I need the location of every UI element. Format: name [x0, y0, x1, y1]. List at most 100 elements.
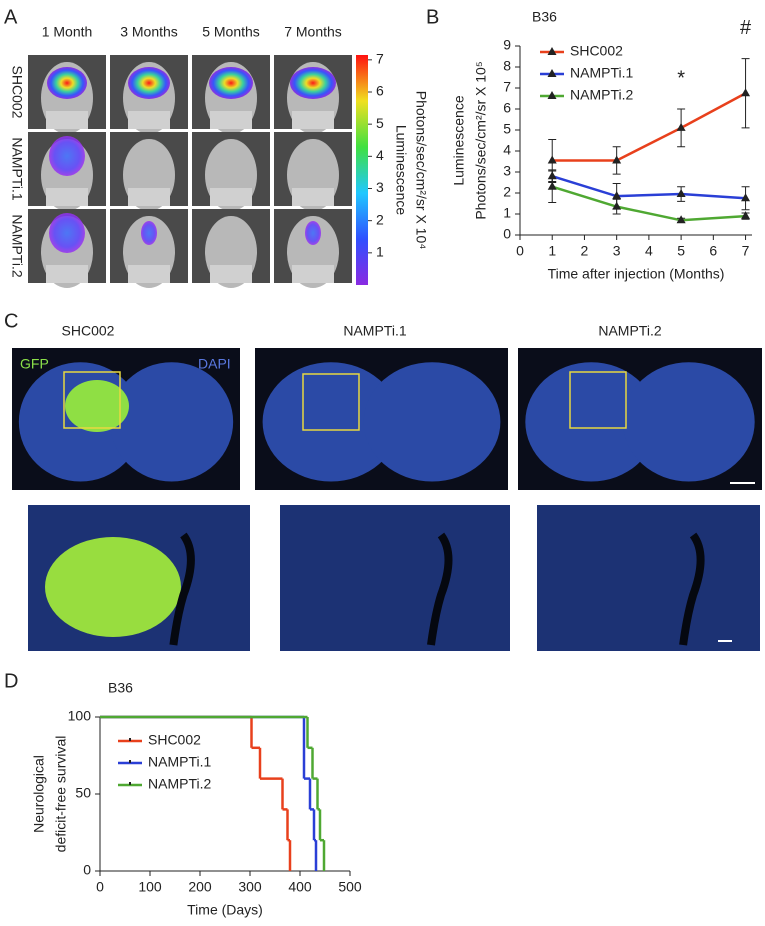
- x-tick-label: 2: [581, 243, 589, 259]
- colorbar-tick-label: 1: [376, 244, 384, 260]
- luminescence-signal: [128, 67, 170, 99]
- brain-hemisphere: [363, 362, 501, 482]
- channel-label: DAPI: [198, 356, 231, 372]
- legend-marker: [547, 47, 557, 55]
- brain-hemisphere: [525, 362, 658, 482]
- luminescence-signal: [209, 67, 253, 99]
- luminescence-signal: [49, 136, 85, 176]
- mouse-body: [128, 188, 170, 206]
- y-tick-label: 6: [503, 100, 511, 116]
- mouse-body: [46, 265, 88, 283]
- brain-hemisphere: [622, 362, 755, 482]
- data-point: [612, 155, 622, 164]
- colorbar-tick-label: 6: [376, 83, 384, 99]
- ventricle: [679, 532, 705, 646]
- legend-label: NAMPTi.2: [148, 776, 211, 792]
- legend-label: SHC002: [148, 732, 201, 748]
- y-tick-label: 2: [503, 184, 511, 200]
- column-header: 7 Months: [284, 24, 342, 40]
- x-tick-label: 200: [188, 879, 212, 895]
- zoom-box: [63, 371, 121, 429]
- series-line: [552, 92, 747, 162]
- colorbar-tick-label: 5: [376, 115, 384, 131]
- x-tick-label: 4: [645, 243, 653, 259]
- brain-hemisphere: [110, 362, 234, 482]
- data-point: [612, 191, 622, 200]
- x-axis-label: Time after injection (Months): [548, 266, 725, 282]
- luminescence-signal: [47, 67, 87, 99]
- data-point: [741, 88, 751, 97]
- x-tick-label: 7: [742, 243, 750, 259]
- data-point: [547, 181, 557, 190]
- data-point: [612, 201, 622, 210]
- legend-label: NAMPTi.1: [570, 65, 633, 81]
- data-point: [676, 215, 686, 224]
- y-tick-label: 8: [503, 58, 511, 74]
- column-header: 5 Months: [202, 24, 260, 40]
- column-header: 1 Month: [42, 24, 93, 40]
- channel-label: GFP: [20, 356, 49, 372]
- panel-label: A: [4, 6, 18, 28]
- x-tick-label: 300: [238, 879, 262, 895]
- chart-title: B36: [108, 680, 133, 696]
- ventricle: [427, 532, 453, 646]
- y-tick-label: 3: [503, 163, 511, 179]
- column-header: SHC002: [62, 323, 115, 339]
- y-axis-label: Photons/sec/cm²/sr X 10⁵: [473, 61, 489, 219]
- legend-marker: [547, 69, 557, 77]
- panel-label: C: [4, 310, 18, 332]
- x-tick-label: 1: [548, 243, 556, 259]
- row-label: NAMPTi.2: [9, 214, 25, 277]
- luminescence-signal: [141, 221, 157, 245]
- mouse-body: [292, 265, 334, 283]
- mouse-body: [128, 111, 170, 129]
- column-header: NAMPTi.1: [343, 323, 406, 339]
- chart-title: B36: [532, 9, 557, 25]
- panel-label: B: [426, 6, 439, 28]
- x-tick-label: 5: [677, 243, 685, 259]
- y-tick-label: 9: [503, 37, 511, 53]
- y-axis-label: deficit-free survival: [53, 736, 69, 853]
- y-tick-label: 1: [503, 205, 511, 221]
- data-point: [741, 193, 751, 202]
- colorbar-tick-label: 2: [376, 211, 384, 227]
- x-tick-label: 6: [709, 243, 717, 259]
- annotation: #: [740, 17, 752, 39]
- mouse-body: [292, 188, 334, 206]
- x-tick-label: 0: [516, 243, 524, 259]
- data-point: [741, 211, 751, 220]
- mouse-body: [210, 265, 252, 283]
- zoom-image: [280, 505, 510, 651]
- column-header: NAMPTi.2: [598, 323, 661, 339]
- legend-label: NAMPTi.2: [570, 87, 633, 103]
- gfp-signal: [65, 380, 129, 432]
- data-point: [676, 189, 686, 198]
- legend-label: NAMPTi.1: [148, 754, 211, 770]
- mouse-body: [292, 111, 334, 129]
- y-tick-label: 4: [503, 142, 511, 158]
- y-tick-label: 7: [503, 79, 511, 95]
- zoom-box: [569, 371, 627, 429]
- y-tick-label: 50: [75, 785, 91, 801]
- data-point: [547, 155, 557, 164]
- column-header: 3 Months: [120, 24, 178, 40]
- legend-label: SHC002: [570, 43, 623, 59]
- y-tick-label: 0: [83, 862, 91, 878]
- annotation: *: [677, 67, 685, 89]
- luminescence-signal: [290, 67, 336, 99]
- x-tick-label: 3: [613, 243, 621, 259]
- row-label: SHC002: [9, 66, 25, 119]
- brain-hemisphere: [262, 362, 400, 482]
- luminescence-signal: [305, 221, 321, 245]
- x-axis-label: Time (Days): [187, 902, 263, 918]
- mouse-body: [46, 188, 88, 206]
- mouse-body: [210, 188, 252, 206]
- mouse-body: [128, 265, 170, 283]
- series-line: [551, 185, 746, 222]
- colorbar-label: Photons/sec/cm²/sr X 10⁴: [413, 91, 429, 250]
- x-tick-label: 500: [338, 879, 362, 895]
- colorbar-tick-label: 7: [376, 51, 384, 67]
- panel-label: D: [4, 670, 18, 692]
- y-axis-label: Luminescence: [451, 95, 467, 185]
- y-tick-label: 0: [503, 226, 511, 242]
